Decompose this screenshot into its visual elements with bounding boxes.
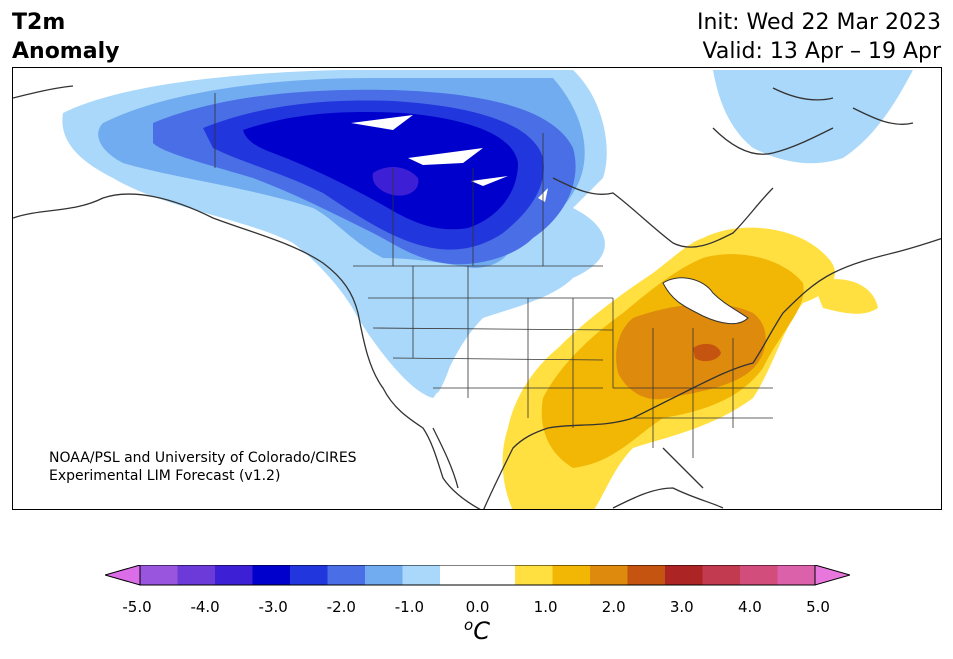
anomaly-map <box>12 67 942 510</box>
init-date: Init: Wed 22 Mar 2023 <box>696 10 941 35</box>
cold-contour-west <box>353 268 455 393</box>
colorbar-tick-label: 1.0 <box>533 598 558 616</box>
valid-date: Valid: 13 Apr – 19 Apr <box>702 39 942 64</box>
colorbar-cell <box>140 565 178 585</box>
colorbar-cell <box>252 565 291 585</box>
warm-contour-4 <box>693 343 721 362</box>
colorbar-tick-label: 5.0 <box>806 598 830 616</box>
colorbar-cell <box>702 565 741 585</box>
cold-contour-6 <box>372 166 419 196</box>
colorbar-cell <box>627 565 666 585</box>
colorbar-cell <box>515 565 553 585</box>
political-borders <box>214 93 773 458</box>
colorbar-tick-label: -5.0 <box>122 598 152 616</box>
warm-contour-3 <box>616 303 766 400</box>
credit-line-2: Experimental LIM Forecast (v1.2) <box>49 468 281 484</box>
colorbar-cell <box>327 565 366 585</box>
credit-line-1: NOAA/PSL and University of Colorado/CIRE… <box>49 450 357 466</box>
warm-contour-1b <box>813 279 878 314</box>
map-svg <box>13 70 941 509</box>
colorbar-tick-label: 0.0 <box>465 598 490 616</box>
chart-title: T2m Anomaly <box>12 8 119 66</box>
great-lakes <box>662 277 749 325</box>
colorbar-over-arrow <box>814 565 850 586</box>
colorbar <box>105 565 850 586</box>
colorbar-tick-label: -4.0 <box>190 598 220 616</box>
colorbar-cell <box>440 565 478 585</box>
colorbar-tick-label: -1.0 <box>394 598 425 616</box>
colorbar-tick-label: -2.0 <box>326 598 356 616</box>
coastlines <box>13 85 941 509</box>
forecast-dates: Init: Wed 22 Mar 2023 Valid: 13 Apr – 19… <box>697 8 941 66</box>
colorbar-cell <box>402 565 441 585</box>
title-line-1: T2m <box>12 10 66 35</box>
colorbar-tick-label: 4.0 <box>737 598 762 616</box>
colorbar-cell <box>777 565 816 585</box>
colorbar-cell <box>590 565 628 585</box>
colorbar-cell <box>290 565 328 585</box>
data-credit: NOAA/PSL and University of Colorado/CIRE… <box>49 449 357 485</box>
colorbar-cell <box>740 565 778 585</box>
colorbar-cell <box>177 565 216 585</box>
colorbar-under-arrow <box>105 565 141 586</box>
colorbar-cells <box>140 565 816 585</box>
hudson-bay-patches <box>351 115 548 202</box>
colorbar-cell <box>665 565 703 585</box>
unit-superscript: o <box>464 616 474 634</box>
colorbar-tick-label: 3.0 <box>669 598 694 616</box>
unit-label: oC <box>464 616 490 645</box>
title-line-2: Anomaly <box>12 39 120 64</box>
colorbar-cell <box>552 565 591 585</box>
colorbar-cell <box>365 565 403 585</box>
colorbar-cell <box>215 565 253 585</box>
colorbar-frame <box>139 565 816 586</box>
colorbar-cell <box>477 565 516 585</box>
unit-text: C <box>473 617 490 645</box>
cold-contour-1b <box>713 70 913 164</box>
colorbar-tick-label: 2.0 <box>601 598 626 616</box>
colorbar-tick-label: -3.0 <box>258 598 288 616</box>
